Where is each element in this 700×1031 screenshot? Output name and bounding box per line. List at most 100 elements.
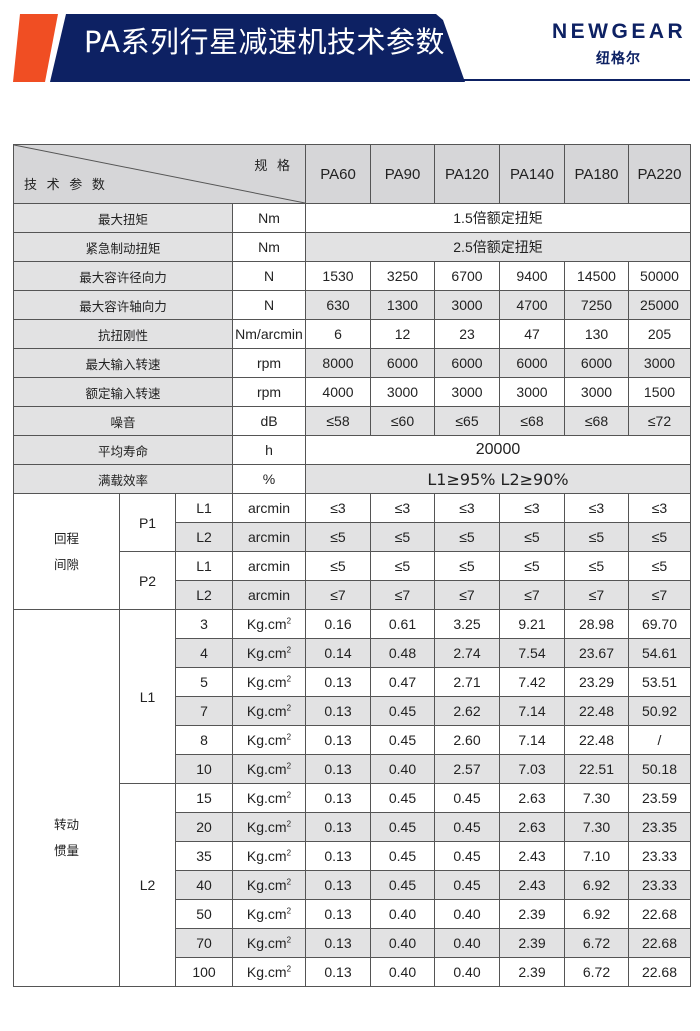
param-unit: h [232, 435, 306, 465]
stage-cell: L2 [175, 522, 233, 552]
value-cell: 4000 [305, 377, 371, 407]
value-cell: ≤3 [370, 493, 435, 523]
backlash-row: 回程 间隙 P1 L1 arcmin ≤3 ≤3 ≤3 ≤3 ≤3 ≤3 [13, 493, 691, 610]
backlash-row: P2 L1 arcmin ≤5 ≤5 ≤5 ≤5 ≤5 ≤5 [14, 551, 691, 610]
inertia-row: 70 Kg.cm2 0.13 0.40 0.40 2.39 6.72 22.68 [14, 928, 691, 958]
unit-cell: Kg.cm2 [232, 783, 306, 813]
value-cell: 0.45 [370, 696, 435, 726]
orange-stripe [13, 14, 58, 82]
value-cell: 3000 [370, 377, 435, 407]
value-cell: 2.63 [499, 812, 565, 842]
value-cell: ≤5 [628, 522, 691, 552]
unit-cell: Kg.cm2 [232, 870, 306, 900]
value-cell: 0.40 [370, 899, 435, 929]
backlash-group: P1 [119, 493, 176, 552]
corner-cell: 规 格 技 术 参 数 [13, 144, 306, 204]
value-cell: ≤5 [499, 551, 565, 581]
unit-text: Kg.cm [246, 935, 287, 951]
value-cell: 9400 [499, 261, 565, 291]
value-cell: 1500 [628, 377, 691, 407]
stage-cell: L1 [175, 551, 233, 581]
value-cell: ≤68 [499, 406, 565, 436]
unit-superscript: 2 [286, 848, 292, 858]
navy-title-bar [50, 14, 465, 82]
value-cell: 22.48 [564, 696, 629, 726]
stage-cell: L1 [175, 493, 233, 523]
unit-superscript: 2 [286, 906, 292, 916]
value-cell: 3000 [564, 377, 629, 407]
unit-superscript: 2 [286, 674, 292, 684]
banner-graphic [13, 14, 690, 82]
param-unit: Nm [232, 203, 306, 233]
value-cell: ≤7 [564, 580, 629, 610]
unit-cell: Kg.cm2 [232, 957, 306, 987]
value-cell: 50.18 [628, 754, 691, 784]
unit-text: Kg.cm [246, 964, 287, 980]
value-cell: 2.71 [434, 667, 500, 697]
value-cell: 6.72 [564, 928, 629, 958]
backlash-row: L2 arcmin ≤5 ≤5 ≤5 ≤5 ≤5 ≤5 [14, 522, 691, 552]
unit-cell: arcmin [232, 522, 306, 552]
value-cell: 0.45 [370, 841, 435, 871]
spec-row: 平均寿命 h 20000 [13, 435, 691, 465]
inertia-row: 转动 惯量 L1 3 Kg.cm2 0.16 0.61 3.25 9.21 28.98 69.70 [13, 609, 691, 987]
param-name: 噪音 [13, 406, 233, 436]
ratio-cell: 70 [175, 928, 233, 958]
value-cell: 0.13 [305, 783, 371, 813]
value-cell: 1530 [305, 261, 371, 291]
value-cell: ≤3 [564, 493, 629, 523]
value-cell: 0.40 [370, 928, 435, 958]
value-cell: ≤5 [564, 522, 629, 552]
value-cell: ≤3 [499, 493, 565, 523]
value-cell: ≤7 [370, 580, 435, 610]
value-cell: 8000 [305, 348, 371, 378]
merged-value: 20000 [305, 435, 691, 465]
value-cell: 0.45 [434, 841, 500, 871]
value-cell: 6.92 [564, 899, 629, 929]
ratio-cell: 3 [175, 609, 233, 639]
value-cell: 6000 [564, 348, 629, 378]
merged-value: 2.5倍额定扭矩 [305, 232, 691, 262]
value-cell: ≤68 [564, 406, 629, 436]
value-cell: 0.61 [370, 609, 435, 639]
diagonal-line [14, 145, 305, 203]
value-cell: 0.13 [305, 870, 371, 900]
value-cell: ≤5 [434, 551, 500, 581]
spec-row: 最大容许径向力 N 1530 3250 6700 9400 14500 50000 [13, 261, 691, 291]
unit-text: Kg.cm [246, 877, 287, 893]
inertia-row: 8 Kg.cm2 0.13 0.45 2.60 7.14 22.48/ [14, 725, 691, 755]
value-cell: 9.21 [499, 609, 565, 639]
value-cell: ≤72 [628, 406, 691, 436]
spec-row: 额定输入转速 rpm 4000 3000 3000 3000 3000 1500 [13, 377, 691, 407]
unit-cell: Kg.cm2 [232, 725, 306, 755]
param-name: 抗扭刚性 [13, 319, 233, 349]
stage-cell: L2 [175, 580, 233, 610]
model-header-pa140: PA140 [499, 144, 565, 204]
spec-row: 抗扭刚性 Nm/arcmin 6 12 23 47 130 205 [13, 319, 691, 349]
value-cell: 6000 [434, 348, 500, 378]
ratio-cell: 35 [175, 841, 233, 871]
value-cell: 22.68 [628, 957, 691, 987]
value-cell: 12 [370, 319, 435, 349]
unit-superscript: 2 [286, 703, 292, 713]
unit-cell: Kg.cm2 [232, 638, 306, 668]
value-cell: 2.57 [434, 754, 500, 784]
spec-label: 规 格 [254, 158, 293, 173]
unit-superscript: 2 [286, 645, 292, 655]
value-cell: 22.48 [564, 725, 629, 755]
spec-row: 最大输入转速 rpm 8000 6000 6000 6000 6000 3000 [13, 348, 691, 378]
value-cell: 0.45 [434, 870, 500, 900]
brand-logo-cn: 纽格尔 [596, 51, 641, 67]
value-cell: 6700 [434, 261, 500, 291]
value-cell: 0.45 [434, 783, 500, 813]
value-cell: 50.92 [628, 696, 691, 726]
value-cell: 0.13 [305, 667, 371, 697]
unit-text: Kg.cm [246, 790, 287, 806]
value-cell: ≤7 [305, 580, 371, 610]
value-cell: 3000 [499, 377, 565, 407]
value-cell: 0.13 [305, 957, 371, 987]
value-cell: 0.40 [434, 899, 500, 929]
value-cell: 23.35 [628, 812, 691, 842]
value-cell: ≤5 [305, 522, 371, 552]
value-cell: 23 [434, 319, 500, 349]
